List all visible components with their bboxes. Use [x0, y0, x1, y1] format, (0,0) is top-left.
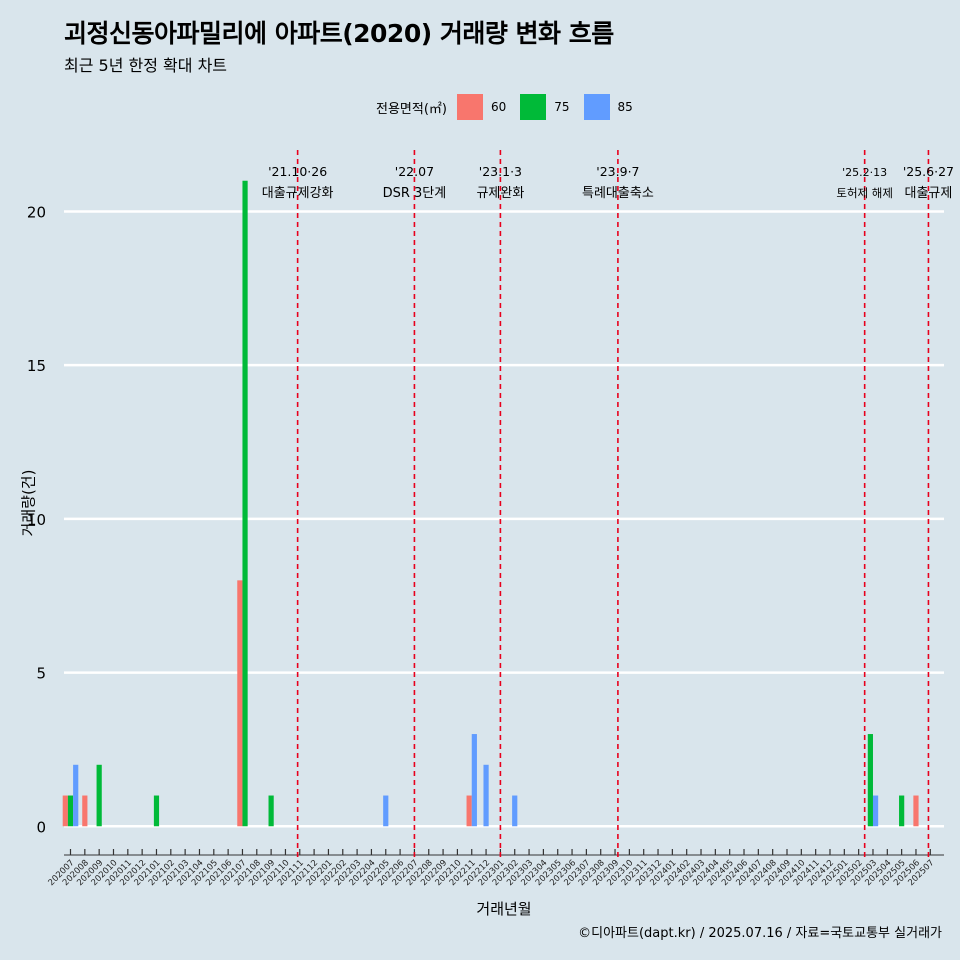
bar-75-202107: [242, 180, 248, 827]
chart-subtitle: 최근 5년 한정 확대 차트: [64, 56, 228, 75]
event-label-4: 토허제 해제: [836, 186, 893, 200]
bar-85-202212: [483, 764, 489, 827]
bar-85-202205: [383, 795, 389, 827]
y-tick-label-0: 0: [36, 818, 46, 836]
legend-label-85: 85: [617, 100, 633, 114]
legend-key-85: [583, 94, 610, 120]
bar-85-202302: [512, 795, 518, 827]
legend-label-75: 75: [554, 100, 570, 114]
legend: 전용면적(㎡) 60 75 85: [376, 92, 647, 122]
bar-60-202211: [466, 795, 472, 827]
bar-75-202009: [96, 764, 102, 827]
legend-key-60: [456, 94, 483, 120]
event-date-1: '22.07: [395, 164, 434, 179]
event-date-3: '23.9·7: [596, 164, 639, 179]
bar-85-202211: [471, 734, 477, 827]
y-axis-label: 거래량(건): [19, 469, 38, 537]
legend-key-75: [520, 94, 547, 120]
y-tick-label-20: 20: [27, 203, 46, 221]
event-date-2: '23.1·3: [479, 164, 522, 179]
bar-75-202505: [899, 795, 905, 827]
legend-label-60: 60: [490, 100, 507, 114]
legend-title: 전용면적(㎡): [376, 101, 447, 117]
event-label-0: 대출규제강화: [262, 186, 334, 201]
event-label-2: 규제완화: [476, 186, 524, 201]
y-tick-label-15: 15: [27, 357, 46, 375]
event-label-5: 대출규제: [905, 186, 953, 201]
bar-60-202007: [62, 795, 68, 827]
y-tick-label-10: 10: [27, 511, 46, 529]
bar-85-202007: [73, 764, 79, 827]
bar-85-202503: [872, 795, 879, 827]
event-label-3: 특례대출축소: [582, 186, 654, 201]
bar-60-202008: [82, 795, 88, 827]
bar-60-202506: [913, 795, 919, 827]
y-tick-label-5: 5: [36, 665, 46, 683]
bar-75-202007: [67, 795, 74, 827]
x-axis-label: 거래년월: [476, 900, 532, 918]
event-date-0: '21.10·26: [268, 164, 327, 179]
event-date-5: '25.6·27: [903, 164, 954, 179]
event-label-1: DSR 3단계: [383, 186, 447, 201]
bar-75-202503: [867, 734, 873, 827]
chart-title: 괴정신동아파밀리에 아파트(2020) 거래량 변화 흐름: [64, 19, 614, 48]
chart-caption: ©디아파트(dapt.kr) / 2025.07.16 / 자료=국토교통부 실…: [578, 926, 942, 941]
bar-60-202107: [237, 580, 243, 827]
event-date-4: '25.2·13: [842, 166, 887, 179]
bar-75-202109: [268, 795, 274, 827]
bar-75-202101: [153, 795, 160, 827]
